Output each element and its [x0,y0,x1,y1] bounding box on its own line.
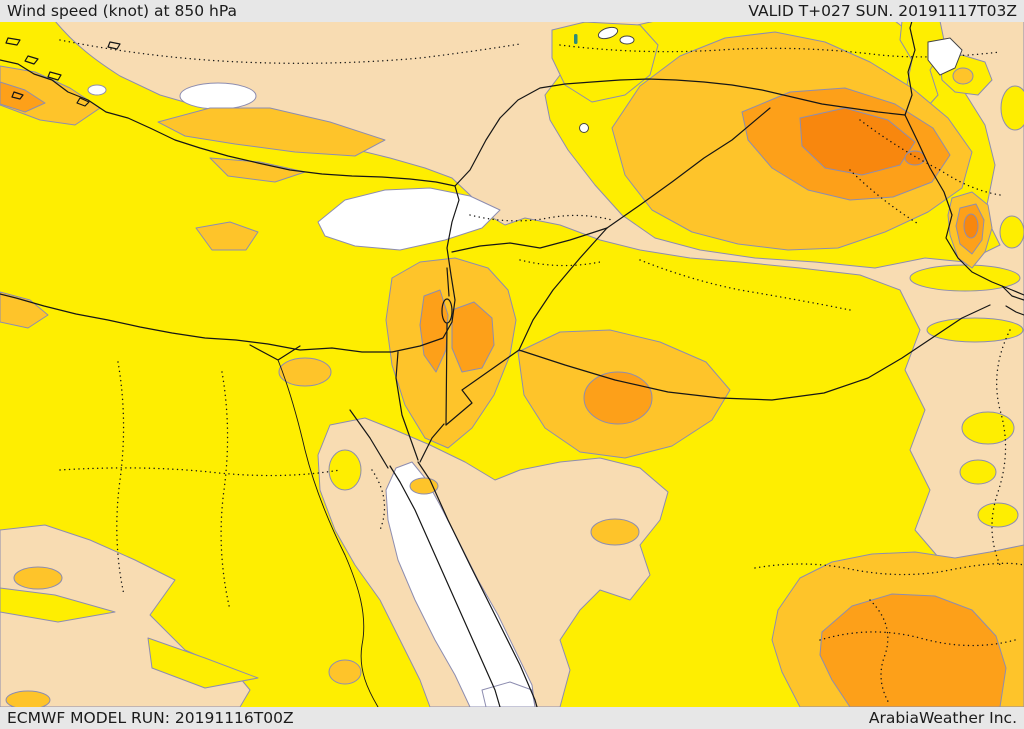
red-sea-east-coast [417,423,538,707]
dotted-sinai [371,469,386,531]
nile-river [277,359,379,707]
wind-region-fresh-sw1 [13,566,63,590]
border-jordan-syria [451,227,608,253]
border-jordan-iraq [518,227,608,351]
wind-region-yellow-sw-tongue2 [147,637,259,689]
border-iran-iraq [904,114,1024,296]
wind-region-fresh-aqaba [409,477,439,495]
wind-region-fresh-sw2 [5,690,51,707]
lakes [574,26,963,133]
wind-region-yellow-edge2 [999,215,1024,249]
wind-region-calm-small [87,84,107,96]
wind-region-yellow-tongue4 [959,459,997,485]
footer-bar: ECMWF MODEL RUN: 20191116T00Z ArabiaWeat… [0,707,1024,729]
wind-region-strong-levant-east [451,301,495,373]
map-title: Wind speed (knot) at 850 hPa [7,2,238,20]
dead-sea-outline [441,298,453,324]
wind-region-strong-levant-west [419,289,449,373]
model-run-label: ECMWF MODEL RUN: 20191116T00Z [7,709,294,727]
admin-boundaries-dotted [59,39,1024,706]
dotted-egypt-horizontal [59,467,341,477]
wind-fill-calm-regions [87,82,536,707]
border-turkey-syria-iraq [454,78,906,187]
wind-region-strong-central [583,371,653,425]
wind-region-yellow-sinai [328,449,362,491]
lake-tuz [597,26,619,40]
wind-region-fresh-bottom-center [328,659,362,685]
wind-region-fresh-center-south [590,518,640,546]
wind-region-strong-aegean [0,81,46,113]
wind-region-fresh-dot [952,67,974,85]
lake-assad [579,123,589,133]
wind-region-fresh-nile [278,357,332,387]
wind-region-severe-gulf [963,213,979,239]
aegean-islands [5,37,121,107]
wind-region-fresh-anatolia-lens [157,107,386,157]
small-lake-mark [574,34,578,44]
jordan-valley-line [445,267,450,426]
border-iraq-saudi [518,304,991,401]
wind-region-fresh-left-edge [0,291,49,329]
dotted-syria [469,214,613,222]
dotted-iraq-center [639,259,851,311]
wind-region-calm-bottom [481,681,536,707]
dotted-saudi1 [754,562,1024,576]
red-sea-west-coast [349,409,501,707]
header-bar: Wind speed (knot) at 850 hPa VALID T+027… [0,0,1024,22]
dotted-anatolia-west [59,39,521,65]
wind-region-severe-northeast [799,107,916,176]
provider-label: ArabiaWeather Inc. [868,709,1017,727]
lake-van [927,37,963,76]
rivers [277,359,379,707]
dotted-egypt-vertical2 [220,371,231,611]
wind-region-yellow-sw-tongue1 [0,587,116,623]
persian-gulf-coast [1001,285,1024,316]
wind-region-yellow-tongue5 [977,502,1019,528]
valid-time-label: VALID T+027 SUN. 20191117T03Z [748,2,1017,20]
wind-region-yellow-tongue3 [961,411,1015,445]
wind-region-fresh-delta [195,221,259,251]
wind-fill-severe-regions [799,107,979,239]
border-syria-iraq [606,107,771,229]
wind-region-severe-small [904,150,926,166]
wind-region-calm-northwest [179,82,257,110]
wind-region-yellow-edge1 [1000,85,1024,131]
wind-region-strong-southeast [819,593,1007,707]
border-turkey-iran [904,21,916,116]
country-borders [395,21,1024,461]
lake-small-anatolia [619,35,635,45]
mediterranean-coastline [0,59,460,353]
border-israel-egypt [395,351,419,461]
dotted-zagros2 [849,169,921,226]
border-jordan-saudi [445,349,520,426]
wind-region-yellow-tongue2 [926,317,1024,343]
dotted-zagros1 [859,119,1001,196]
wind-region-calm-east-med [317,187,501,251]
dotted-saudi3 [869,599,891,706]
